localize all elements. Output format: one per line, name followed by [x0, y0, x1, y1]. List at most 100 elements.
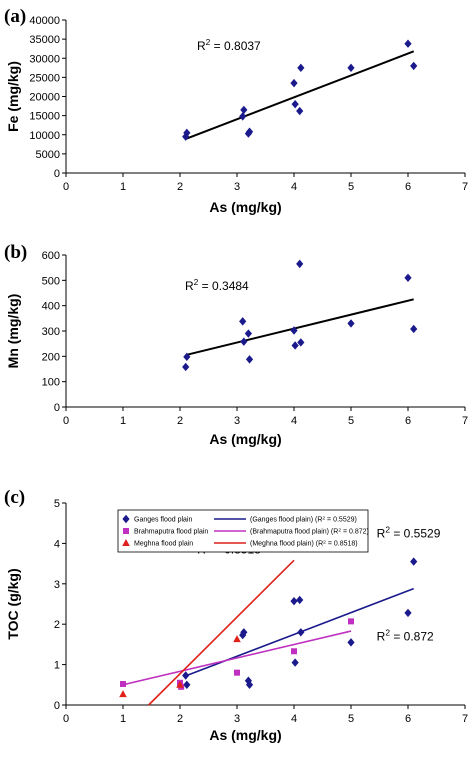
r-squared-label: R2 = 0.3484	[185, 277, 249, 293]
y-tick-label: 300	[42, 326, 60, 338]
y-tick-label: 3	[54, 579, 60, 591]
data-point	[182, 362, 190, 372]
data-point	[119, 690, 127, 698]
x-tick-label: 1	[120, 415, 126, 427]
panel-b: (b) 0 100 200 300 400 500 600 0 1 2 3 4 5 6 7 As (mg/kg)…	[4, 242, 468, 447]
data-point	[404, 39, 412, 48]
trend-line	[122, 630, 352, 686]
y-axis-label: TOC (g/kg)	[5, 568, 21, 639]
x-tick-label: 3	[234, 181, 240, 193]
data-point	[239, 317, 247, 326]
x-axis-label: As (mg/kg)	[209, 199, 281, 215]
data-point	[347, 319, 355, 328]
y-tick-label: 35000	[29, 34, 60, 46]
trend-line	[148, 559, 295, 706]
data-point	[347, 638, 355, 647]
data-point	[297, 628, 305, 637]
x-tick-label: 2	[177, 415, 183, 427]
x-tick-label: 1	[120, 181, 126, 193]
r-squared-label: R2 = 0.872	[377, 627, 434, 643]
y-tick-label: 15000	[29, 111, 60, 123]
data-point	[120, 680, 126, 687]
legend-label: Meghna flood plain	[134, 541, 193, 548]
y-tick-label: 0	[54, 168, 60, 180]
y-tick-label: 500	[42, 275, 60, 287]
y-tick-label: 20000	[29, 92, 60, 104]
legend-label: Ganges flood plain	[134, 517, 192, 524]
y-tick-label: 30000	[29, 53, 60, 65]
x-tick-label: 0	[63, 181, 69, 193]
data-point	[297, 63, 305, 73]
y-tick-label: 4	[54, 538, 60, 550]
data-point	[297, 338, 305, 347]
x-tick-label: 0	[63, 415, 69, 427]
data-point	[347, 63, 355, 73]
x-axis-label: As (mg/kg)	[209, 431, 281, 447]
legend-marker	[122, 539, 130, 546]
data-point	[410, 557, 418, 566]
trend-line	[185, 298, 414, 357]
y-tick-label: 400	[42, 301, 60, 313]
x-tick-label: 4	[291, 415, 297, 427]
trend-line	[185, 50, 415, 140]
data-point	[244, 329, 252, 338]
data-point	[183, 352, 191, 362]
y-axis-label: Mn (mg/kg)	[5, 294, 21, 369]
panel-label: (c)	[4, 487, 25, 508]
x-tick-label: 1	[120, 713, 126, 725]
data-point	[182, 671, 190, 680]
y-tick-label: 600	[42, 250, 60, 262]
x-tick-label: 4	[291, 713, 297, 725]
panel-c: (c) 0 1 2 3 4 5 0 1 2 3 4 5 6 7 As (mg/kg) TOC (g/kg) R2 …	[4, 487, 468, 743]
data-point	[291, 648, 297, 655]
x-tick-label: 2	[177, 181, 183, 193]
legend-label: (Meghna flood plain) (R2 = 0.8518)	[250, 539, 358, 548]
x-tick-label: 5	[348, 415, 354, 427]
y-tick-label: 0	[54, 700, 60, 712]
legend-label: (Ganges flood plain) (R2 = 0.5529)	[250, 515, 357, 524]
data-point	[240, 628, 248, 637]
data-point	[234, 669, 240, 676]
x-tick-label: 6	[405, 181, 411, 193]
x-tick-label: 7	[462, 181, 468, 193]
data-point	[290, 596, 298, 606]
data-point	[233, 635, 241, 643]
data-point	[239, 112, 247, 121]
data-point	[245, 355, 254, 364]
legend-marker	[123, 528, 129, 534]
panel-a: (a)0500010000150002000025000300003500040…	[4, 6, 468, 215]
x-tick-label: 3	[234, 415, 240, 427]
y-tick-label: 100	[42, 377, 60, 389]
data-point	[290, 326, 298, 335]
legend-marker	[122, 514, 130, 524]
data-point	[291, 658, 299, 667]
x-tick-label: 7	[462, 713, 468, 725]
data-point	[245, 680, 254, 689]
y-axis-label: Fe (mg/kg)	[5, 61, 21, 132]
x-tick-label: 5	[348, 181, 354, 193]
data-point	[404, 273, 412, 282]
x-tick-label: 5	[348, 713, 354, 725]
data-point	[290, 78, 298, 88]
x-tick-label: 7	[462, 415, 468, 427]
data-point	[296, 106, 304, 116]
data-point	[410, 324, 418, 334]
data-point	[240, 105, 248, 115]
y-tick-label: 1	[54, 660, 60, 672]
data-point	[183, 680, 191, 689]
y-tick-label: 10000	[29, 130, 60, 142]
y-tick-label: 25000	[29, 72, 60, 84]
legend-label: (Brahmaputra flood plain) (R2 = 0.872)	[250, 527, 369, 536]
x-axis-label: As (mg/kg)	[209, 727, 281, 743]
x-tick-label: 6	[405, 713, 411, 725]
x-tick-label: 4	[291, 181, 297, 193]
r-squared-label: R2 = 0.8037	[197, 37, 261, 53]
y-tick-label: 40000	[29, 15, 60, 27]
x-tick-label: 0	[63, 713, 69, 725]
data-point	[183, 128, 191, 138]
data-point	[296, 595, 304, 605]
data-point	[176, 680, 184, 688]
data-point	[410, 61, 418, 71]
data-point	[291, 99, 299, 109]
